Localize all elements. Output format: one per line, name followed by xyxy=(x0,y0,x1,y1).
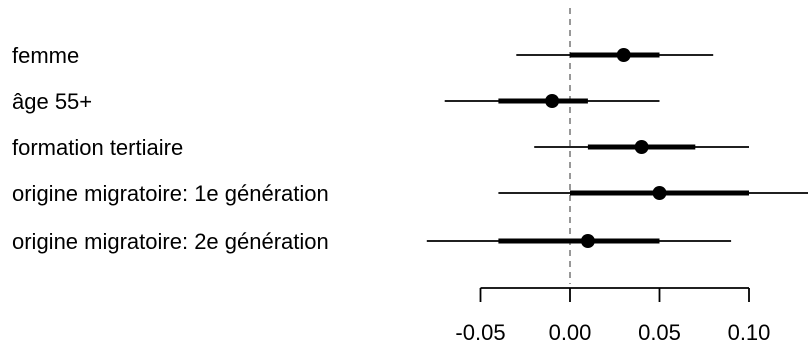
x-axis: -0.05 0.00 0.05 0.10 xyxy=(455,287,771,345)
category-label: origine migratoire: 2e génération xyxy=(12,229,329,254)
category-label: origine migratoire: 1e génération xyxy=(12,181,329,206)
category-label: âge 55+ xyxy=(12,89,92,114)
category-labels: femme âge 55+ formation tertiaire origine m… xyxy=(12,43,329,254)
point-estimate xyxy=(634,140,649,154)
category-label: formation tertiaire xyxy=(12,135,183,160)
category-label: femme xyxy=(12,43,79,68)
x-axis-tick-label: 0.05 xyxy=(638,320,681,345)
x-axis-tick-label: -0.05 xyxy=(455,320,505,345)
x-axis-tick-label: 0.00 xyxy=(549,320,592,345)
x-axis-tick-label: 0.10 xyxy=(728,320,771,345)
marks-layer xyxy=(426,48,808,248)
point-estimate xyxy=(616,48,631,62)
point-estimate xyxy=(652,186,667,200)
point-estimate xyxy=(580,234,595,248)
point-estimate xyxy=(545,94,560,108)
